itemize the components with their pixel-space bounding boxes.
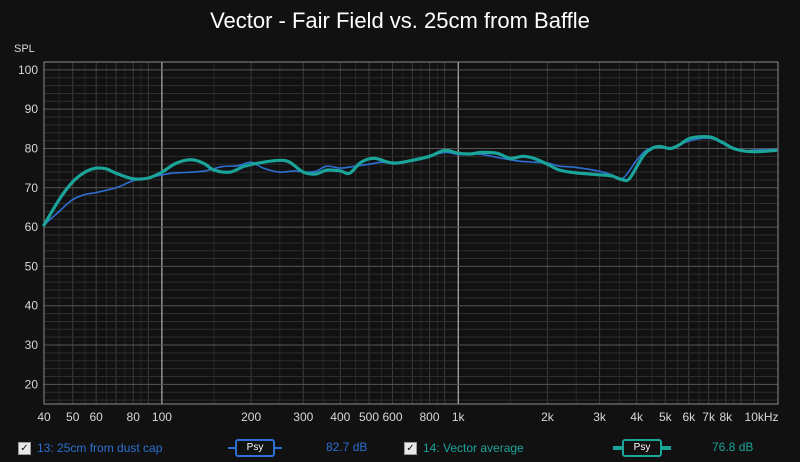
y-tick-label: 20	[25, 377, 39, 391]
series-layer	[42, 135, 778, 227]
x-tick-labels: 40 50 60 80 100 200 300 400 500 600 800 1k 2k 3k 4k 5k 6…	[37, 410, 778, 424]
legend-2-smoothing-button[interactable]: Psy	[622, 439, 662, 457]
x-tick-label: 5k	[659, 410, 673, 424]
x-tick-label: 2k	[541, 410, 555, 424]
y-tick-label: 100	[18, 63, 38, 77]
legend-item-2[interactable]: ✓ 14: Vector average	[404, 438, 524, 458]
legend-item-1[interactable]: ✓ 13: 25cm from dust cap	[18, 438, 162, 458]
x-tick-label: 10kHz	[745, 410, 779, 424]
legend-2-label: 14: Vector average	[423, 441, 524, 455]
x-tick-label: 600	[382, 410, 402, 424]
plot-area-border	[43, 61, 779, 405]
x-tick-label: 100	[152, 410, 172, 424]
x-tick-label: 4k	[630, 410, 644, 424]
minor-gridlines	[43, 61, 778, 404]
x-tick-label: 3k	[593, 410, 607, 424]
legend-1-level: 82.7 dB	[326, 440, 368, 454]
y-tick-label: 30	[25, 338, 39, 352]
x-tick-label: 60	[89, 410, 103, 424]
y-tick-label: 60	[25, 220, 39, 234]
y-tick-labels: 100 90 80 70 60 50 40 30 20	[18, 63, 38, 391]
series-line-1	[43, 137, 777, 226]
x-tick-label: 200	[241, 410, 261, 424]
legend-1-label: 13: 25cm from dust cap	[37, 441, 163, 455]
chart-title: Vector - Fair Field vs. 25cm from Baffle	[210, 8, 590, 33]
y-tick-label: 50	[25, 259, 39, 273]
x-tick-label: 80	[127, 410, 141, 424]
major-gridlines	[44, 62, 778, 404]
y-tick-label: 80	[25, 141, 39, 155]
x-tick-label: 300	[293, 410, 313, 424]
series-line-2	[42, 135, 778, 227]
x-tick-label: 1k	[452, 410, 466, 424]
y-tick-label: 90	[25, 102, 39, 116]
x-tick-label: 7k	[702, 410, 716, 424]
y-axis-label: SPL	[14, 43, 35, 55]
x-tick-label: 6k	[682, 410, 696, 424]
x-tick-label: 8k	[719, 410, 733, 424]
x-tick-label: 500	[359, 410, 379, 424]
legend-2-checkbox[interactable]: ✓	[404, 441, 417, 455]
legend-1-checkbox[interactable]: ✓	[18, 441, 31, 455]
y-tick-label: 70	[25, 181, 39, 195]
x-tick-label: 400	[330, 410, 350, 424]
x-tick-label: 40	[37, 410, 51, 424]
x-tick-label: 800	[419, 410, 439, 424]
y-tick-label: 40	[25, 299, 39, 313]
legend-1-smoothing-button[interactable]: Psy	[235, 439, 275, 457]
legend-2-level: 76.8 dB	[712, 440, 754, 454]
x-tick-label: 50	[66, 410, 80, 424]
